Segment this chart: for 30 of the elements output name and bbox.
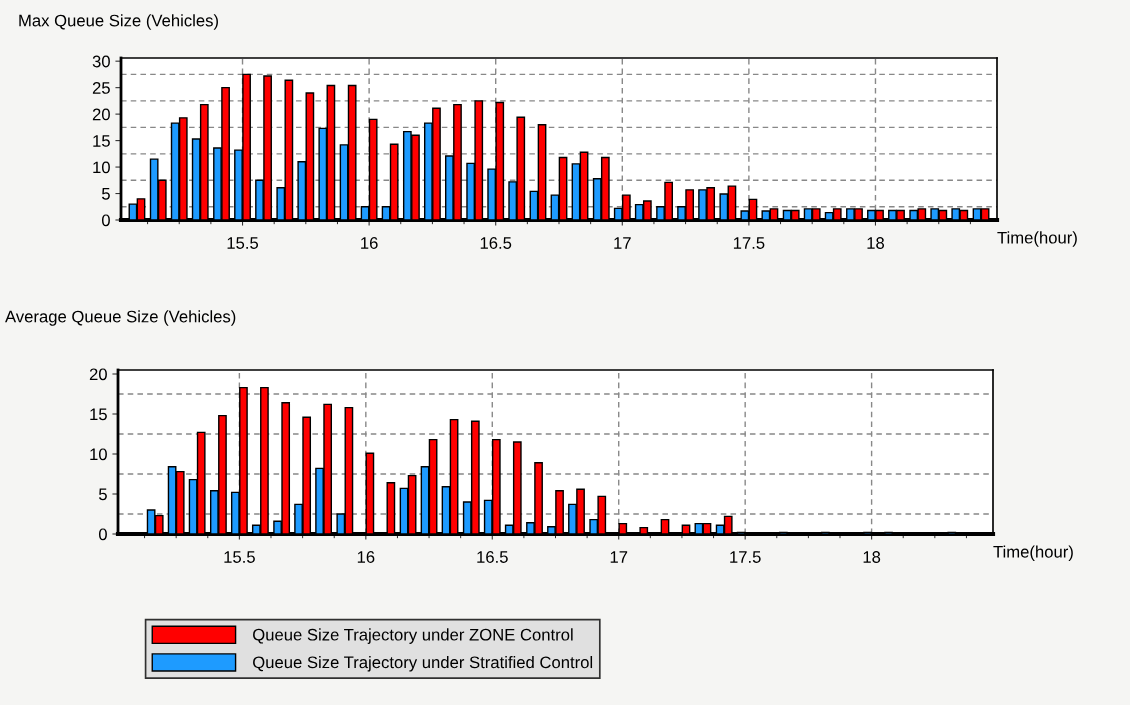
y-tick-label: 15 [90, 408, 107, 421]
x-axis-title: Time(hour) [993, 545, 1073, 562]
x-tick-label: 16 [357, 551, 375, 563]
x-tick-label: 18 [867, 237, 885, 249]
legend-label: Queue Size Trajectory under Stratified Control [253, 655, 593, 672]
x-tick-label: 18 [863, 551, 881, 563]
y-tick-label: 0 [98, 528, 107, 541]
x-tick-label: 16.5 [480, 237, 512, 249]
legend-label: Queue Size Trajectory under ZONE Control [253, 628, 573, 644]
y-tick-label: 15 [93, 135, 110, 147]
x-tick-label: 16 [361, 237, 378, 249]
x-tick-label: 17 [614, 237, 631, 249]
x-tick-label: 17 [610, 551, 628, 563]
y-tick-label: 25 [92, 82, 110, 94]
y-tick-label: 20 [92, 108, 110, 121]
y-tick-label: 20 [89, 368, 107, 381]
x-tick-label: 16.5 [477, 551, 508, 563]
y-tick-label: 30 [92, 55, 110, 68]
x-tick-label: 17.5 [733, 237, 765, 249]
y-tick-label: 10 [93, 161, 110, 174]
chart-title: Average Queue Size (Vehicles) [5, 310, 236, 326]
y-tick-label: 5 [98, 488, 107, 501]
x-tick-label: 17.5 [730, 551, 761, 563]
y-tick-label: 5 [101, 188, 110, 200]
chart-title: Max Queue Size (Vehicles) [19, 14, 218, 30]
x-axis-title: Time(hour) [997, 231, 1077, 247]
x-tick-label: 15.5 [224, 551, 255, 563]
y-tick-label: 0 [101, 214, 110, 227]
y-tick-label: 10 [90, 448, 107, 461]
x-tick-label: 15.5 [227, 237, 259, 249]
